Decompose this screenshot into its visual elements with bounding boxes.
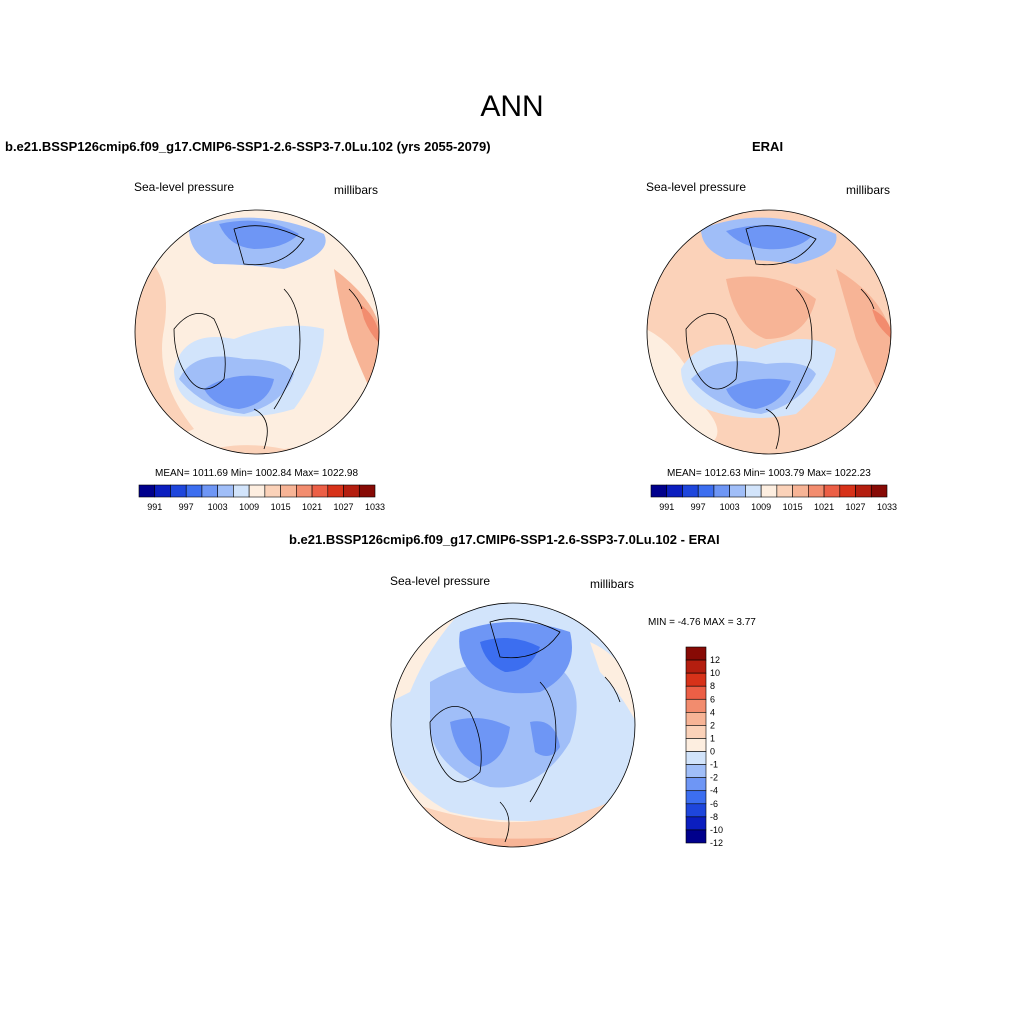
- colorbar-tick-label: 0: [710, 747, 715, 757]
- colorbar-tick-label: 1021: [814, 502, 834, 512]
- colorbar-swatch: [280, 484, 297, 498]
- colorbar-swatch: [685, 659, 707, 674]
- colorbar-swatch: [776, 484, 793, 498]
- colorbar-swatch: [685, 777, 707, 792]
- panel1-colorbar: 991 997 1003 1009 1015 1021 1027 1033: [138, 484, 385, 512]
- panel1-units-label: millibars: [334, 183, 379, 197]
- panel1-stats: MEAN= 1011.69 Min= 1002.84 Max= 1022.98: [155, 468, 359, 479]
- colorbar-swatch: [685, 790, 707, 805]
- panel2-stats: MEAN= 1012.63 Min= 1003.79 Max= 1022.23: [667, 468, 871, 479]
- colorbar-swatch: [666, 484, 683, 498]
- colorbar-tick-label: -12: [710, 838, 723, 848]
- panel1-map: [134, 209, 380, 455]
- colorbar-swatch: [823, 484, 841, 498]
- colorbar-swatch: [217, 484, 234, 498]
- colorbar-swatch: [685, 698, 707, 713]
- colorbar-swatch: [343, 484, 360, 498]
- panel2-title: ERAI: [752, 139, 784, 154]
- colorbar-tick-label: 1: [710, 733, 715, 743]
- main-title: ANN: [480, 90, 544, 123]
- colorbar-swatch: [185, 484, 203, 498]
- colorbar-swatch: [296, 484, 313, 498]
- colorbar-tick-label: -10: [710, 825, 723, 835]
- colorbar-tick-label: 2: [710, 720, 715, 730]
- panel1-title: b.e21.BSSP126cmip6.f09_g17.CMIP6-SSP1-2.…: [5, 139, 491, 154]
- panel2-variable-label: Sea-level pressure: [646, 180, 747, 194]
- colorbar-swatch: [729, 484, 746, 498]
- colorbar-swatch: [327, 484, 344, 498]
- colorbar-swatch: [650, 484, 668, 498]
- colorbar-swatch: [685, 672, 707, 687]
- panel1-variable-label: Sea-level pressure: [134, 180, 235, 194]
- colorbar-tick-label: 991: [147, 502, 162, 512]
- colorbar-swatch: [792, 484, 809, 498]
- colorbar-swatch: [685, 646, 707, 661]
- colorbar-swatch: [311, 484, 329, 498]
- colorbar-tick-label: 4: [710, 707, 715, 717]
- colorbar-swatch: [870, 484, 888, 498]
- colorbar-tick-label: 10: [710, 668, 720, 678]
- colorbar-tick-label: 1003: [720, 502, 740, 512]
- colorbar-tick-label: -8: [710, 812, 718, 822]
- colorbar-tick-label: 997: [179, 502, 194, 512]
- colorbar-swatch: [685, 803, 707, 818]
- colorbar-tick-label: -6: [710, 799, 718, 809]
- colorbar-swatch: [138, 484, 156, 498]
- colorbar-tick-label: 1003: [208, 502, 228, 512]
- colorbar-swatch: [685, 764, 707, 778]
- colorbar-swatch: [233, 484, 250, 498]
- colorbar-swatch: [682, 484, 699, 498]
- colorbar-swatch: [685, 712, 707, 726]
- colorbar-swatch: [685, 738, 707, 752]
- panel2-colorbar: 991 997 1003 1009 1015 1021 1027 1033: [650, 484, 897, 512]
- colorbar-tick-label: 1033: [877, 502, 897, 512]
- colorbar-swatch: [248, 484, 266, 498]
- colorbar-swatch: [170, 484, 187, 498]
- colorbar-tick-label: -4: [710, 786, 718, 796]
- colorbar-swatch: [685, 751, 707, 765]
- colorbar-swatch: [685, 725, 707, 739]
- colorbar-tick-label: 1027: [846, 502, 866, 512]
- colorbar-swatch: [760, 484, 778, 498]
- colorbar-swatch: [855, 484, 872, 498]
- panel3-variable-label: Sea-level pressure: [390, 574, 491, 588]
- colorbar-swatch: [713, 484, 730, 498]
- colorbar-swatch: [358, 484, 376, 498]
- colorbar-tick-label: 1021: [302, 502, 322, 512]
- colorbar-tick-label: 12: [710, 655, 720, 665]
- panel3-title: b.e21.BSSP126cmip6.f09_g17.CMIP6-SSP1-2.…: [289, 532, 720, 547]
- colorbar-swatch: [839, 484, 856, 498]
- colorbar-swatch: [808, 484, 825, 498]
- colorbar-tick-label: 991: [659, 502, 674, 512]
- panel3-map: [390, 602, 636, 848]
- colorbar-swatch: [685, 829, 707, 844]
- colorbar-swatch: [154, 484, 171, 498]
- colorbar-tick-label: 997: [691, 502, 706, 512]
- colorbar-swatch: [685, 685, 707, 700]
- colorbar-tick-label: -1: [710, 760, 718, 770]
- colorbar-tick-label: 1015: [271, 502, 291, 512]
- colorbar-tick-label: 1015: [783, 502, 803, 512]
- panel2-map: [646, 209, 892, 455]
- colorbar-tick-label: 1027: [334, 502, 354, 512]
- colorbar-tick-label: 6: [710, 694, 715, 704]
- panel2-units-label: millibars: [846, 183, 891, 197]
- colorbar-swatch: [685, 816, 707, 831]
- colorbar-swatch: [264, 484, 281, 498]
- colorbar-tick-label: 1033: [365, 502, 385, 512]
- colorbar-swatch: [201, 484, 218, 498]
- colorbar-swatch: [745, 484, 762, 498]
- panel3-units-label: millibars: [590, 577, 635, 591]
- colorbar-tick-label: 1009: [751, 502, 771, 512]
- colorbar-tick-label: -2: [710, 773, 718, 783]
- colorbar-tick-label: 1009: [239, 502, 259, 512]
- colorbar-tick-label: 8: [710, 681, 715, 691]
- panel3-stats: MIN = -4.76 MAX = 3.77: [648, 617, 756, 628]
- colorbar-swatch: [697, 484, 715, 498]
